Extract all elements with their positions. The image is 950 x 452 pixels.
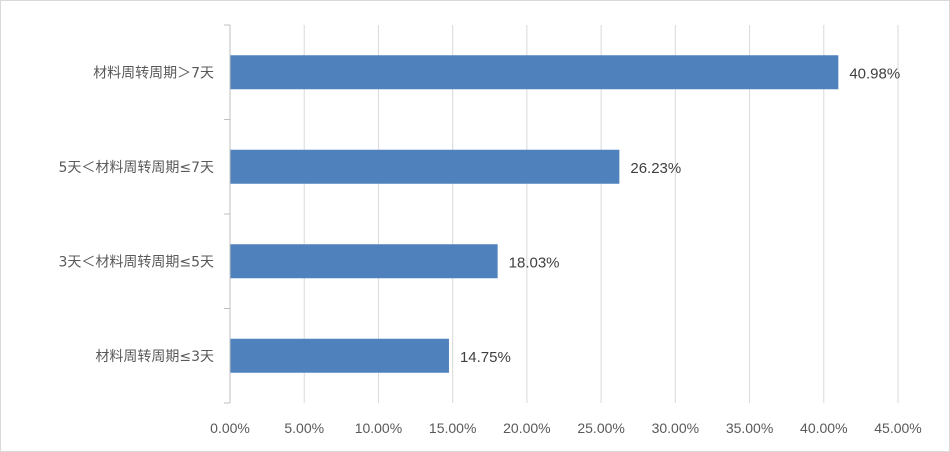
labels: 0.00% 5.00% 10.00% 15.00% 20.00% 25.00% 30.00%… [58, 65, 921, 436]
data-label: 18.03% [509, 254, 560, 271]
data-label: 14.75% [460, 349, 511, 366]
bar [230, 55, 839, 90]
category-label: 5天＜材料周转周期≤7天 [58, 160, 214, 176]
category-label: 材料周转周期≤3天 [95, 349, 214, 365]
bar [230, 244, 498, 279]
x-tick-label: 45.00% [874, 420, 921, 436]
bar [230, 149, 620, 184]
x-tick-label: 35.00% [726, 420, 773, 436]
category-label: 材料周转周期＞7天 [93, 65, 214, 81]
x-tick-label: 0.00% [210, 420, 250, 436]
bars [230, 55, 839, 373]
axes [224, 24, 231, 404]
x-tick-label: 15.00% [429, 420, 476, 436]
x-tick-label: 25.00% [577, 420, 624, 436]
x-tick-label: 30.00% [652, 420, 699, 436]
x-tick-label: 5.00% [284, 420, 324, 436]
bar [230, 338, 449, 373]
x-tick-label: 10.00% [355, 420, 402, 436]
data-label: 40.98% [849, 65, 900, 82]
x-tick-label: 40.00% [800, 420, 847, 436]
data-label: 26.23% [630, 160, 681, 177]
x-tick-label: 20.00% [503, 420, 550, 436]
category-label: 3天＜材料周转周期≤5天 [58, 254, 214, 270]
